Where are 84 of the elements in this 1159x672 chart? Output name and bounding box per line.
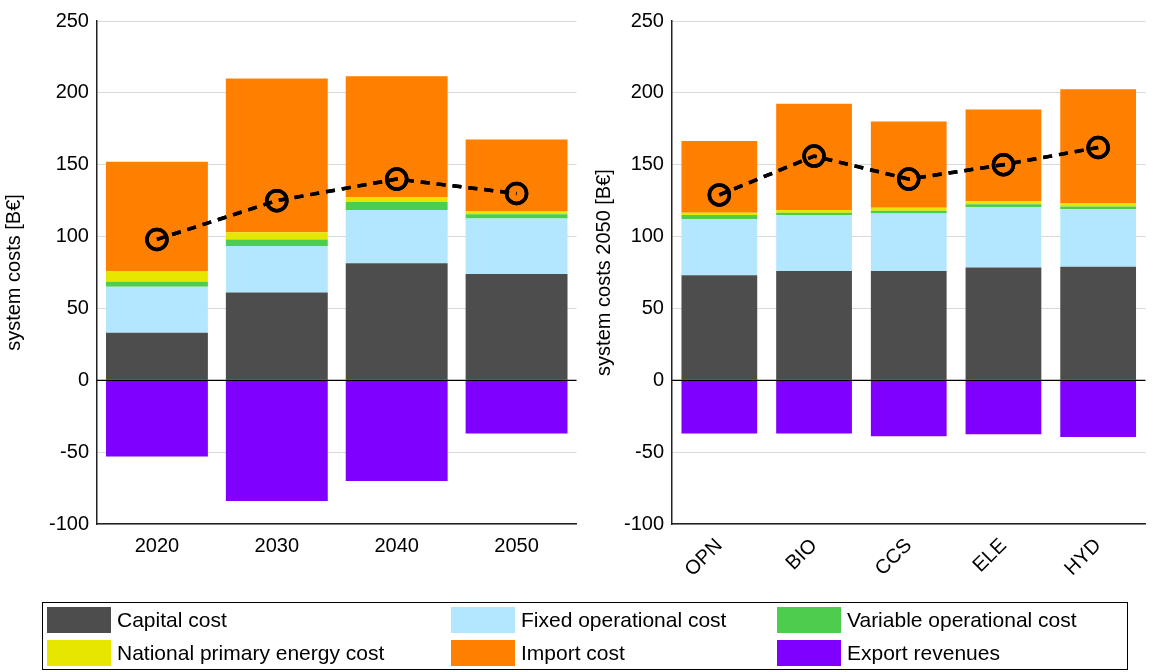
bar [225, 232, 328, 240]
bar [776, 103, 852, 210]
bar [345, 263, 448, 380]
bar [465, 214, 568, 219]
legend-label: Capital cost [117, 607, 227, 632]
y-tick-label: 150 [55, 152, 89, 175]
y-tick-label: 200 [630, 80, 664, 103]
y-axis-title: system costs 2050 [B€] [591, 169, 614, 376]
bar [1060, 89, 1137, 204]
bar [345, 380, 448, 481]
x-tick-label: CCS [870, 533, 916, 580]
bar [225, 380, 328, 502]
y-tick-label: 100 [630, 224, 664, 247]
y-tick-label: 50 [66, 295, 89, 318]
point [1086, 135, 1110, 160]
y-tick-label: 0 [77, 367, 89, 390]
y-tick-label: 250 [630, 8, 664, 31]
bar [345, 197, 448, 203]
bar [965, 267, 1042, 380]
legend-label: Import cost [521, 640, 625, 665]
bar [345, 209, 448, 264]
bar [465, 218, 568, 274]
bar [105, 332, 208, 380]
bar [465, 380, 568, 434]
bar [870, 213, 947, 272]
bar [225, 292, 328, 380]
legend-label: Export revenues [847, 640, 1000, 665]
y-tick-label: -50 [635, 439, 664, 462]
bar [870, 380, 947, 437]
y-tick-label: 100 [55, 224, 89, 247]
y-tick-label: 150 [630, 152, 664, 175]
bar [465, 273, 568, 380]
bar [965, 207, 1042, 268]
point [707, 183, 732, 207]
legend-label: National primary energy cost [117, 640, 385, 665]
bar [345, 202, 448, 210]
bar [965, 109, 1042, 202]
point [265, 188, 289, 213]
bar [105, 161, 208, 272]
bar [776, 271, 852, 380]
y-tick-label: -50 [60, 439, 89, 462]
x-tick-label: 2020 [134, 533, 180, 556]
bar [105, 380, 208, 457]
bar [1060, 209, 1137, 267]
x-tick-label: 2050 [494, 533, 539, 556]
bar [105, 271, 208, 282]
bar [681, 141, 758, 213]
bar [965, 380, 1042, 435]
y-tick-label: -100 [623, 511, 664, 534]
bar [681, 275, 758, 380]
x-tick-label: 2040 [374, 533, 419, 556]
bar [870, 271, 947, 380]
legend-label: Variable operational cost [847, 607, 1077, 632]
bar [870, 121, 947, 208]
x-tick-label: 2030 [254, 533, 300, 556]
bar [1060, 266, 1137, 380]
point [504, 181, 529, 206]
bar [681, 215, 758, 220]
bar [776, 380, 852, 434]
bar [681, 212, 758, 216]
point [145, 227, 169, 252]
bar [776, 215, 852, 272]
y-tick-label: 50 [641, 295, 664, 318]
point [384, 167, 409, 191]
y-axis-title: system costs [B€] [1, 194, 24, 351]
bar [225, 78, 328, 233]
bar [681, 219, 758, 276]
bar [465, 211, 568, 215]
point [802, 144, 826, 168]
y-tick-label: 200 [55, 80, 89, 103]
bar [345, 76, 448, 198]
y-tick-label: -100 [48, 511, 89, 534]
bar [105, 286, 208, 333]
legend-label: Fixed operational cost [521, 607, 727, 632]
bar [465, 139, 568, 212]
bar [681, 380, 758, 434]
bar [225, 245, 328, 293]
x-tick-label: BIO [780, 533, 821, 574]
bar [225, 239, 328, 246]
y-tick-label: 0 [652, 367, 664, 390]
y-tick-label: 250 [55, 8, 89, 31]
bar [105, 281, 208, 287]
point [897, 167, 921, 191]
bar [1060, 380, 1137, 438]
